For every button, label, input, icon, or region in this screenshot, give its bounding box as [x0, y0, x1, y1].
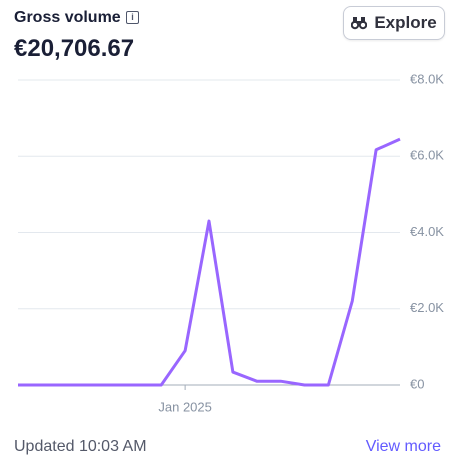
chart: €0 €2.0K €4.0K €6.0K €8.0K Jan 2025	[18, 71, 444, 414]
y-tick-label: €8.0K	[410, 71, 444, 86]
view-more-link[interactable]: View more	[365, 438, 441, 455]
explore-label[interactable]: Explore	[374, 13, 437, 32]
y-tick-label: €6.0K	[410, 148, 444, 163]
y-tick-label: €0	[410, 376, 424, 391]
binoculars-icon	[351, 17, 368, 30]
x-tick-label: Jan 2025	[158, 399, 212, 414]
info-icon[interactable]: i	[126, 11, 139, 24]
amount: €20,706.67	[14, 35, 135, 62]
title: Gross volume	[14, 9, 121, 26]
updated-text: Updated 10:03 AM	[14, 438, 147, 455]
line-series	[18, 137, 401, 387]
y-tick-label: €2.0K	[410, 300, 444, 315]
y-tick-label: €4.0K	[410, 224, 444, 239]
explore-button[interactable]: Explore	[343, 6, 445, 40]
